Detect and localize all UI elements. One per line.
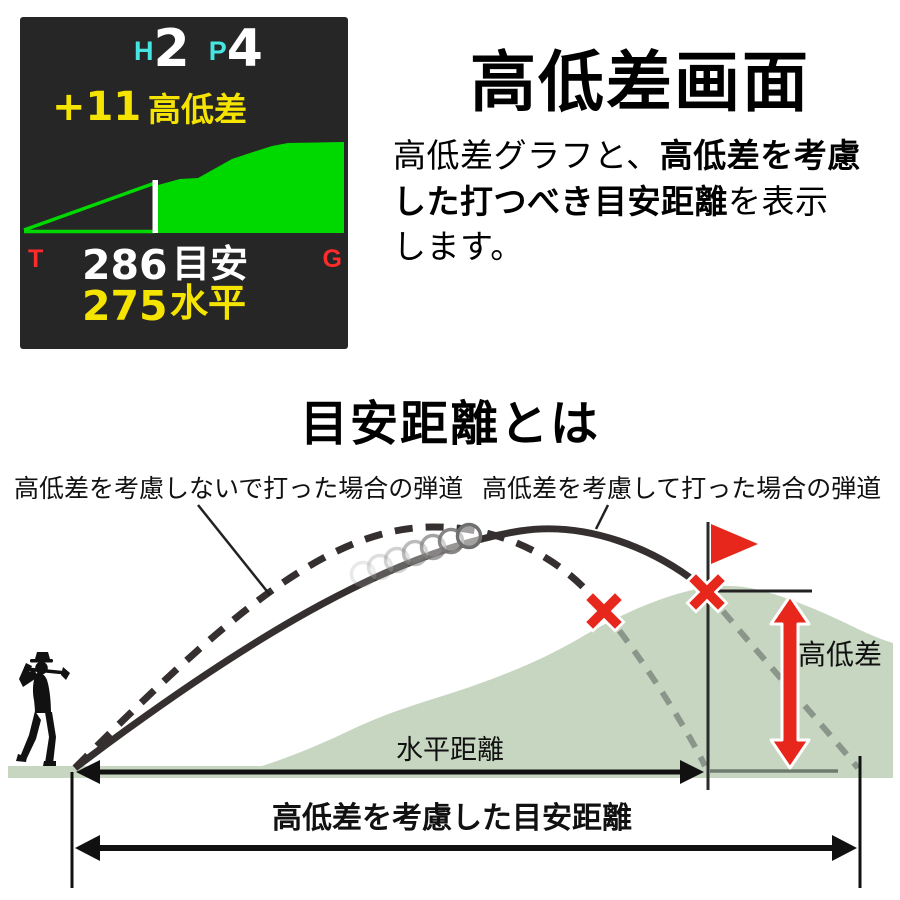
par-value: 4 (226, 19, 264, 79)
guide-distance-diagram: 水平距離 高低差 高低差を考慮しないで打った場合の弾道 高低差を考慮して打っ (8, 475, 893, 888)
page-title: 高低差画面 (470, 45, 810, 119)
description-line-1: 高低差グラフと、高低差を考慮 (393, 137, 861, 175)
graph-tee-slope-line (23, 181, 156, 232)
ball-trail (349, 522, 483, 588)
elevation-label: 高低差 (148, 91, 247, 128)
elevation-value: +11 (52, 84, 142, 130)
guide-distance-text: 高低差を考慮した目安距離 (272, 801, 632, 835)
horizontal-arrow-left-head (76, 760, 100, 784)
horizontal-arrow-right-head (680, 760, 704, 784)
description-line-3: します。 (393, 228, 524, 266)
horizontal-distance-label: 水平 (170, 283, 247, 325)
section-heading: 目安距離とは (299, 398, 600, 451)
annotation-with-elevation: 高低差を考慮して打った場合の弾道 (482, 475, 881, 503)
flag-icon (711, 524, 758, 564)
guide-distance-label: 目安 (172, 244, 249, 286)
description-line-2: した打つべき目安距離を表示 (393, 182, 829, 220)
horizontal-distance-value: 275 (82, 282, 168, 330)
elevation-text: 高低差 (798, 639, 882, 670)
guide-distance-value: 286 (82, 241, 168, 289)
device-elevation-screen: H2 P4 +11 高低差 T G 286 目安 275 水平 (20, 17, 348, 349)
elevation-profile-graph (23, 142, 344, 234)
horizontal-distance-text: 水平距離 (396, 735, 504, 765)
graph-green-area (158, 142, 344, 233)
with-elevation-trajectory-continuation (704, 590, 861, 770)
tee-label: T (28, 245, 44, 273)
green-label: G (322, 245, 342, 273)
impact-x-with-elevation (685, 570, 729, 614)
golfer-icon (16, 652, 70, 766)
header-block: 高低差画面 高低差グラフと、高低差を考慮 した打つべき目安距離を表示 します。 (380, 45, 900, 270)
guide-arrow-right-head (832, 835, 857, 861)
hill-shape (215, 585, 893, 778)
impact-x-no-elevation (582, 589, 626, 633)
par-label: P (208, 36, 227, 66)
no-elevation-trajectory (72, 523, 607, 771)
hole-value: 2 (153, 19, 191, 79)
annotation-leader-right (594, 504, 610, 530)
description-text: 高低差グラフと、高低差を考慮 した打つべき目安距離を表示 します。 (393, 133, 900, 270)
hole-label: H (134, 36, 154, 66)
annotation-no-elevation: 高低差を考慮しないで打った場合の弾道 (14, 475, 463, 503)
guide-arrow-left-head (75, 835, 100, 861)
graph-position-marker (152, 180, 158, 233)
elevation-arrow (769, 594, 811, 770)
hole-par-row: H2 P4 (20, 23, 348, 75)
annotation-leader-left (197, 504, 271, 596)
